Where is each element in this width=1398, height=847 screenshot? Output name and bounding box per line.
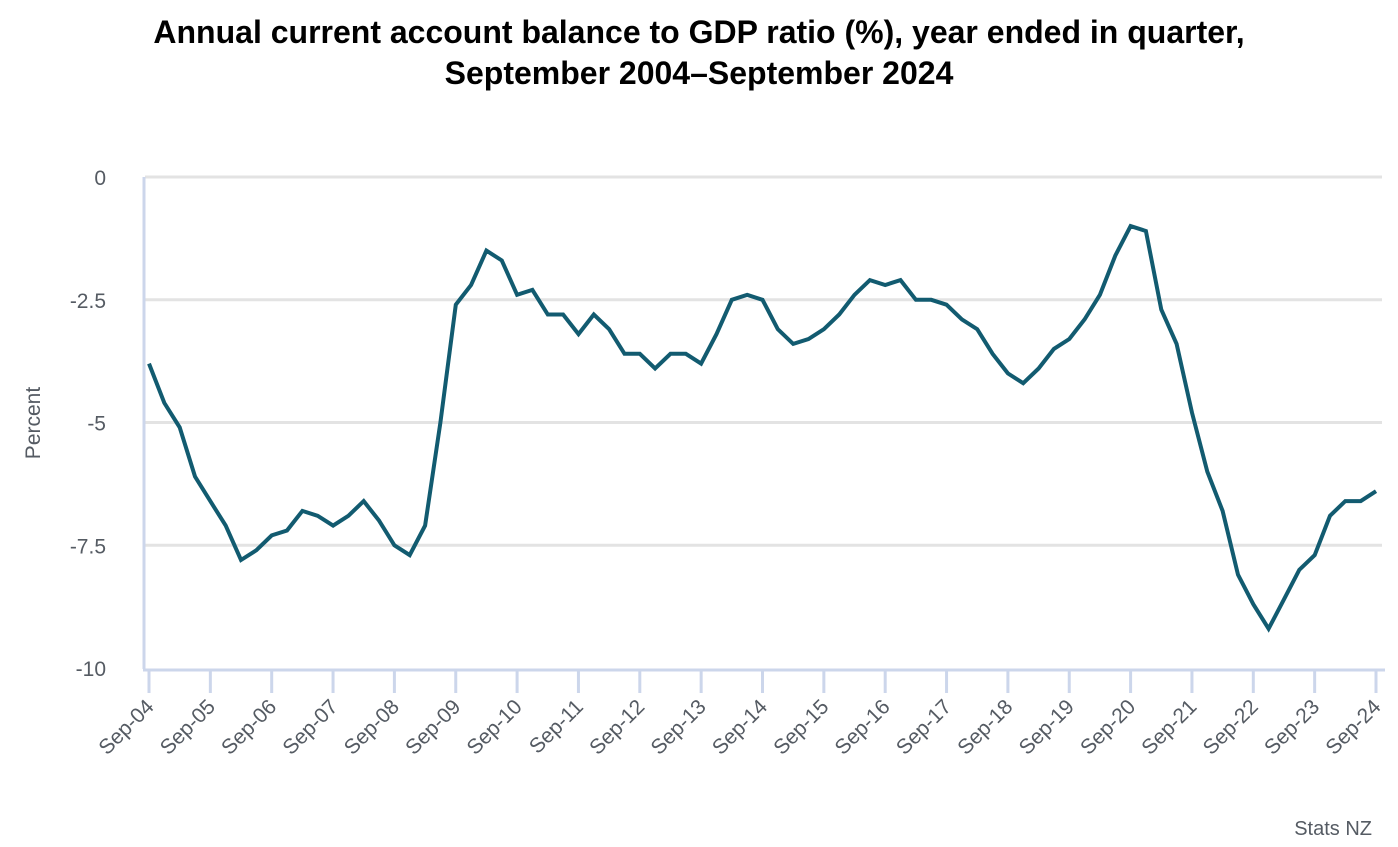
y-axis-title: Percent <box>22 387 45 460</box>
x-tick-label: Sep-24 <box>1321 695 1385 759</box>
y-axis-tick-labels: 0 -2.5 -5 -7.5 -10 <box>70 167 106 681</box>
gridlines <box>145 175 1382 547</box>
x-tick-label: Sep-11 <box>525 695 588 758</box>
y-tick-label: -5 <box>87 413 106 436</box>
x-tick-label: Sep-15 <box>769 695 833 759</box>
chart-title-line-1: Annual current account balance to GDP ra… <box>153 14 1245 50</box>
x-tick-label: Sep-17 <box>892 695 956 759</box>
chart-title: Annual current account balance to GDP ra… <box>0 12 1398 94</box>
x-tick-label: Sep-12 <box>585 695 649 759</box>
chart-subtitle: September 2004–September 2024 <box>444 55 954 91</box>
x-tick-label: Sep-22 <box>1199 695 1263 759</box>
x-tick-label: Sep-04 <box>94 695 158 759</box>
y-tick-label: -7.5 <box>70 535 106 558</box>
x-tick-label: Sep-18 <box>953 695 1017 759</box>
x-tick-label: Sep-09 <box>401 695 465 759</box>
x-tick-label: Sep-20 <box>1076 695 1140 759</box>
x-tick-label: Sep-07 <box>278 695 342 759</box>
y-tick-label: -2.5 <box>70 290 106 313</box>
x-axis-tick-labels: Sep-04Sep-05Sep-06Sep-07Sep-08Sep-09Sep-… <box>94 695 1385 759</box>
x-tick-label: Sep-19 <box>1015 695 1079 759</box>
data-points <box>147 224 1378 631</box>
x-tick-label: Sep-08 <box>340 695 404 759</box>
x-tick-label: Sep-21 <box>1137 695 1201 759</box>
x-tick-label: Sep-23 <box>1260 695 1324 759</box>
series-line <box>147 223 1378 633</box>
x-tick-label: Sep-06 <box>217 695 281 759</box>
x-tick-label: Sep-14 <box>708 695 772 759</box>
y-tick-label: -10 <box>76 658 106 681</box>
x-axis-ticks <box>147 670 1378 693</box>
source-credit: Stats NZ <box>1294 818 1372 840</box>
x-tick-label: Sep-13 <box>647 695 711 759</box>
x-tick-label: Sep-16 <box>831 695 895 759</box>
x-tick-label: Sep-10 <box>462 695 526 759</box>
y-tick-label: 0 <box>94 167 106 190</box>
x-tick-label: Sep-05 <box>156 695 220 759</box>
